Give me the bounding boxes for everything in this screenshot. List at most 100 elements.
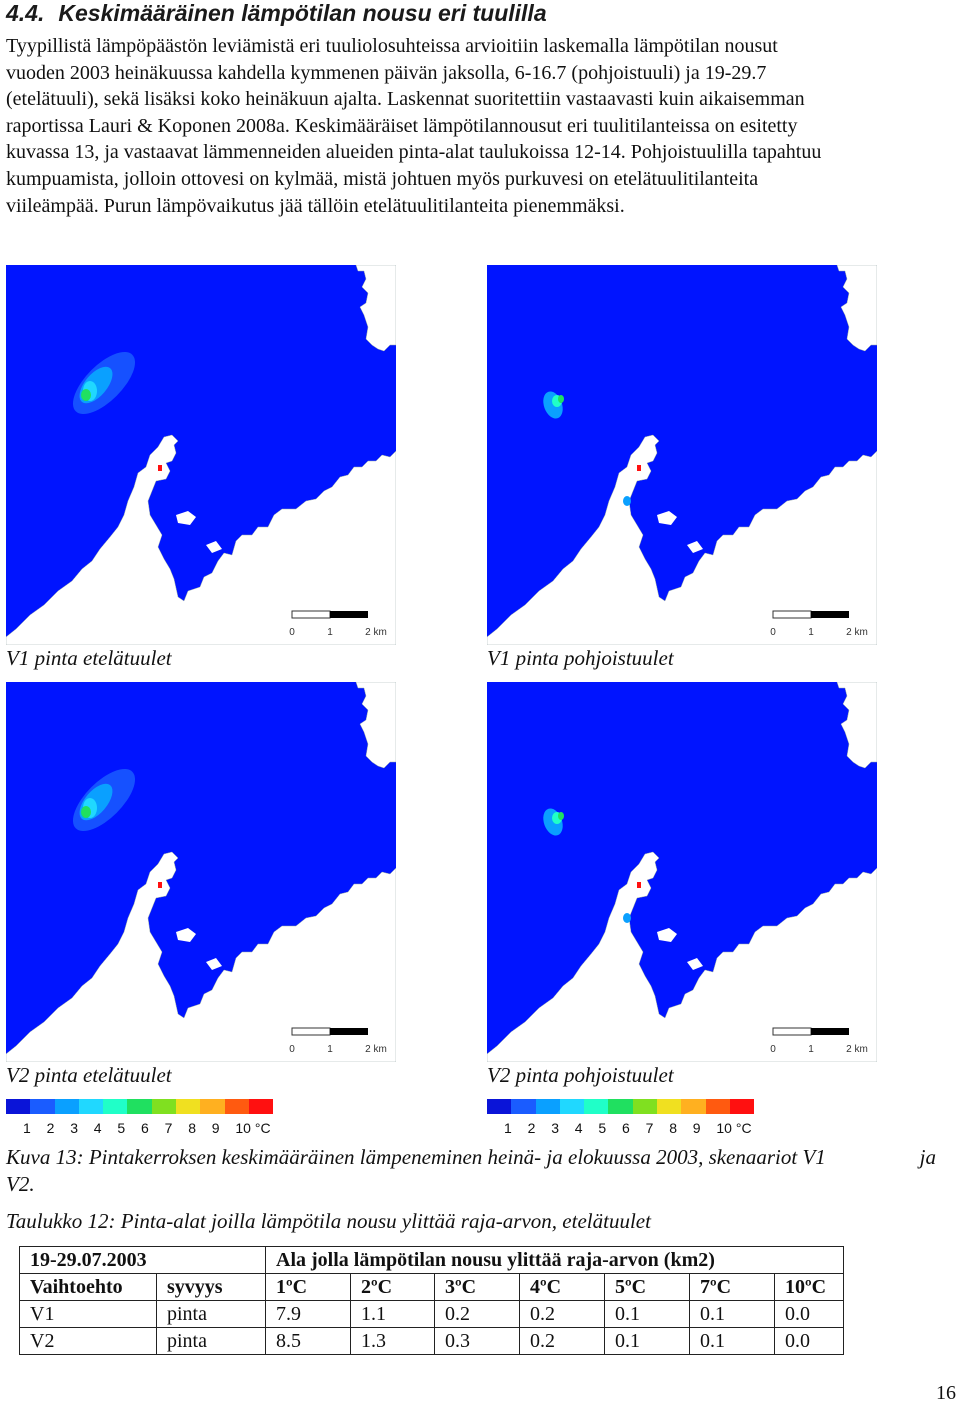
cell-value: 0.2 <box>519 1327 605 1355</box>
scale-label: 1 <box>808 1044 814 1055</box>
area-table: 19-29.07.2003 Ala jolla lämpötilan nousu… <box>19 1246 844 1355</box>
color-legend-right: 1 2 3 4 5 6 7 8 9 10 °C <box>487 1099 757 1140</box>
scale-label: 0 <box>289 627 295 638</box>
legend-color-bar <box>487 1099 757 1114</box>
legend-label: 7 <box>164 1120 173 1136</box>
map-caption: V2 pinta etelätuulet <box>6 1063 172 1087</box>
warm-water-plume <box>72 768 162 888</box>
legend-swatch <box>6 1099 31 1114</box>
legend-labels: 1 2 3 4 5 6 7 8 9 10 °C <box>6 1120 276 1140</box>
legend-label: 6 <box>622 1120 630 1136</box>
cell-value: 7.9 <box>265 1300 351 1328</box>
scale-label: 1 <box>327 627 333 638</box>
scale-label: 0 <box>770 1044 776 1055</box>
scale-label: 2 km <box>365 627 387 638</box>
map-panel-v1-south: 0 1 2 km <box>6 265 396 645</box>
scale-bar: 0 1 2 km <box>770 1027 868 1055</box>
legend-swatch <box>559 1099 585 1114</box>
sea-area <box>6 265 396 637</box>
legend-swatch <box>78 1099 104 1114</box>
legend-label: 4 <box>574 1120 583 1136</box>
land-area <box>487 265 877 645</box>
map-panel-v2-north: 0 1 2 km <box>487 682 877 1062</box>
sea-area <box>487 265 877 637</box>
caption-text: V2. <box>6 1172 35 1196</box>
cell-alternative: V1 <box>19 1300 157 1328</box>
col-header-threshold: 1ºC <box>265 1273 351 1301</box>
cell-value: 0.1 <box>689 1300 775 1328</box>
paragraph-line: viileämpää. Purun lämpövaikutus jää täll… <box>6 194 625 217</box>
sea-area <box>487 682 877 1054</box>
map-panel-v1-north: 0 1 2 km <box>487 265 877 645</box>
col-header-threshold: 2ºC <box>350 1273 435 1301</box>
scale-bar: 0 1 2 km <box>289 610 387 638</box>
scale-label: 2 km <box>846 627 868 638</box>
legend-swatch <box>54 1099 79 1114</box>
table-group-header: Ala jolla lämpötilan nousu ylittää raja-… <box>265 1246 844 1274</box>
legend-swatch <box>535 1099 560 1114</box>
caption-text: Kuva 13: Pintakerroksen keskimääräinen l… <box>6 1145 826 1169</box>
col-header-threshold: 3ºC <box>434 1273 520 1301</box>
map-caption: V1 pinta pohjoistuulet <box>487 646 674 670</box>
legend-swatch <box>657 1099 682 1114</box>
map-caption: V2 pinta pohjoistuulet <box>487 1063 674 1087</box>
legend-label: 9 <box>211 1120 220 1136</box>
figure-caption: Kuva 13: Pintakerroksen keskimääräinen l… <box>6 1144 946 1198</box>
col-header-depth: syvyys <box>156 1273 266 1301</box>
cell-value: 0.2 <box>519 1300 605 1328</box>
island <box>176 928 222 970</box>
cell-value: 0.1 <box>604 1300 690 1328</box>
land-area <box>6 265 396 645</box>
legend-swatch <box>176 1099 201 1114</box>
section-heading: 4.4. Keskimääräinen lämpötilan nousu eri … <box>6 0 547 27</box>
cell-value: 0.2 <box>434 1300 520 1328</box>
sea-area <box>6 682 396 1054</box>
island <box>657 928 703 970</box>
map-caption: V1 pinta etelätuulet <box>6 646 172 670</box>
col-header-threshold: 7ºC <box>689 1273 775 1301</box>
paragraph-line: (etelätuuli), sekä lisäksi koko heinäkuu… <box>6 88 805 111</box>
land-area <box>487 682 877 1062</box>
island <box>176 511 222 553</box>
scale-label: 2 km <box>846 1044 868 1055</box>
legend-label: 10 °C <box>235 1120 271 1136</box>
legend-swatch <box>487 1099 512 1114</box>
cell-alternative: V2 <box>19 1327 157 1355</box>
color-legend-left: 1 2 3 4 5 6 7 8 9 10 °C <box>6 1099 276 1140</box>
paragraph-line: raportissa Lauri & Koponen 2008a. Keskim… <box>6 114 798 137</box>
legend-label: 6 <box>141 1120 149 1136</box>
page-number: 16 <box>936 1382 956 1404</box>
col-header-threshold: 4ºC <box>519 1273 605 1301</box>
cell-depth: pinta <box>156 1300 266 1328</box>
legend-swatch <box>127 1099 152 1114</box>
legend-label: 2 <box>46 1120 55 1136</box>
scale-label: 0 <box>289 1044 295 1055</box>
legend-label: 9 <box>692 1120 701 1136</box>
legend-swatch <box>200 1099 225 1114</box>
paragraph-line: kuvassa 13, ja vastaavat lämmenneiden al… <box>6 141 822 164</box>
scale-label: 1 <box>327 1044 333 1055</box>
legend-label: 1 <box>504 1120 512 1136</box>
warm-water-plume <box>72 351 162 471</box>
legend-swatch <box>681 1099 706 1114</box>
legend-swatch <box>103 1099 128 1114</box>
cell-value: 0.0 <box>774 1327 844 1355</box>
paragraph-line: kumpuamista, jolloin ottovesi on kylmää,… <box>6 167 759 190</box>
cell-value: 0.3 <box>434 1327 520 1355</box>
table-row: V2 pinta 8.5 1.3 0.3 0.2 0.1 0.1 0.0 <box>19 1327 844 1355</box>
legend-labels: 1 2 3 4 5 6 7 8 9 10 °C <box>487 1120 757 1140</box>
cell-value: 1.3 <box>350 1327 435 1355</box>
table-title: Taulukko 12: Pinta-alat joilla lämpötila… <box>6 1209 651 1233</box>
legend-swatch <box>608 1099 633 1114</box>
col-header-alternative: Vaihtoehto <box>19 1273 157 1301</box>
legend-label: 3 <box>70 1120 78 1136</box>
scale-label: 1 <box>808 627 814 638</box>
land-area <box>6 682 396 1062</box>
legend-swatch <box>511 1099 536 1114</box>
legend-label: 10 °C <box>716 1120 752 1136</box>
col-header-threshold: 10ºC <box>774 1273 844 1301</box>
legend-label: 4 <box>93 1120 102 1136</box>
island <box>657 511 703 553</box>
paragraph-line: vuoden 2003 heinäkuussa kahdella kymmene… <box>6 61 767 84</box>
